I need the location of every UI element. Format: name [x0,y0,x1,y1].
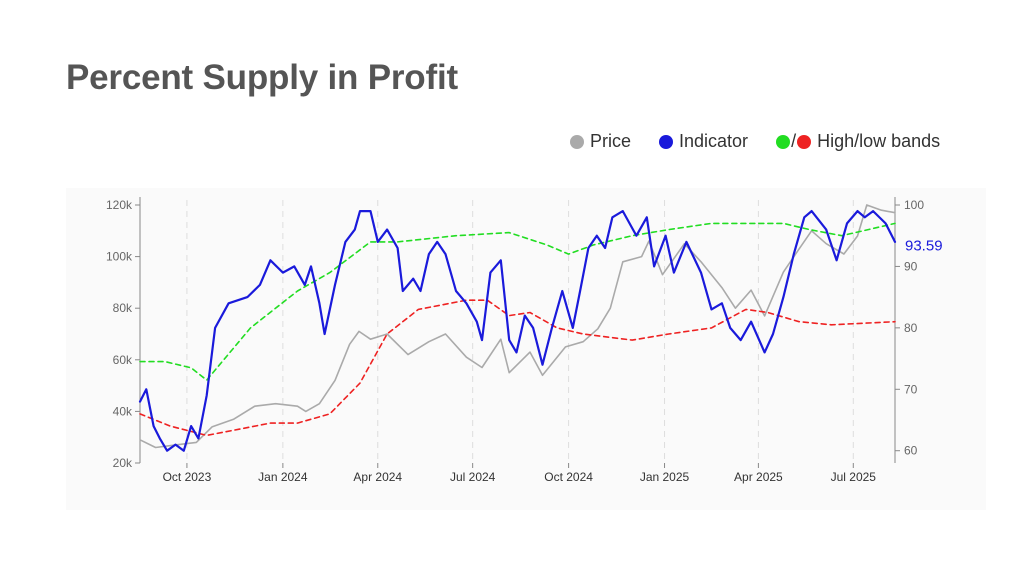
x-tick-label: Oct 2024 [544,470,593,484]
legend-label-price: Price [590,131,632,151]
chart-legend: Price Indicator / High/low bands [570,131,940,152]
y-left-tick-label: 100k [106,250,133,264]
y-right-tick-label: 60 [904,444,918,458]
y-left-tick-label: 60k [113,353,133,367]
chart-canvas: 20k 40k 60k 80k 100k 120k 60 70 80 90 100 Oct 2023 J… [106,197,943,484]
legend-item-bands[interactable]: / High/low bands [776,131,940,152]
x-tick-label: Apr 2025 [734,470,783,484]
x-tick-label: Oct 2023 [163,470,212,484]
low-band-dot-icon [797,134,812,149]
legend-label-indicator: Indicator [679,131,749,151]
price-dot-icon [570,134,584,149]
legend-label-bands: High/low bands [817,131,941,151]
legend-separator: / [791,131,797,151]
x-tick-label: Jan 2024 [258,470,308,484]
legend-item-indicator[interactable]: Indicator [659,131,748,152]
y-right-tick-label: 100 [904,198,924,212]
y-left-tick-label: 120k [106,198,133,212]
indicator-line [138,210,897,452]
high-band-dot-icon [776,134,791,149]
x-tick-label: Apr 2024 [353,470,402,484]
y-left-tick-label: 80k [113,301,133,315]
y-left-tick-label: 20k [113,456,133,470]
indicator-last-value-label: 93.59 [905,237,943,254]
indicator-dot-icon [659,134,674,149]
page-title: Percent Supply in Profit [66,58,458,97]
y-right-tick-label: 80 [904,321,918,335]
x-tick-label: Jul 2025 [831,470,877,484]
x-tick-label: Jul 2024 [450,470,496,484]
legend-item-price[interactable]: Price [570,131,631,152]
chart-panel: 20k 40k 60k 80k 100k 120k 60 70 80 90 100 Oct 2023 J… [66,188,986,510]
price-line [139,204,896,449]
y-right-tick-label: 70 [904,382,918,396]
x-tick-label: Jan 2025 [640,470,690,484]
high-band-line [139,222,896,381]
y-right-tick-label: 90 [904,259,918,273]
y-left-tick-label: 40k [113,404,133,418]
low-band-line [139,299,896,437]
